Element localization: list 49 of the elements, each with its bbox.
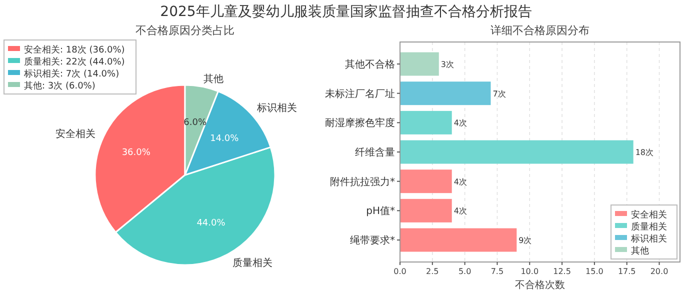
data-label: 14.0% bbox=[210, 134, 240, 144]
x-tick-label: 2.5 bbox=[426, 267, 439, 276]
legend-label: 标识相关 bbox=[630, 234, 667, 244]
x-tick-label: 5.0 bbox=[458, 267, 472, 276]
slice-label: 标识相关 bbox=[256, 102, 298, 114]
text: 标识相关: 7次 (14.0%) bbox=[23, 68, 120, 80]
y-tick-label: 耐湿摩擦色牢度 bbox=[325, 117, 395, 130]
bar bbox=[400, 110, 452, 134]
legend-label: 其他 bbox=[631, 246, 649, 256]
slice-label: 其他 bbox=[204, 72, 224, 85]
x-tick-label: 17.5 bbox=[618, 267, 636, 276]
x-tick-label: 10.0 bbox=[520, 267, 539, 276]
data-label: 18次 bbox=[635, 148, 654, 157]
bar bbox=[400, 82, 491, 106]
x-tick-label: 7.5 bbox=[490, 267, 504, 276]
chart-title: 不合格原因分类占比 bbox=[136, 24, 234, 37]
y-tick-label: 纤维含量 bbox=[355, 146, 395, 158]
data-label: 3次 bbox=[440, 60, 454, 69]
text: 质量相关: 22次 (44.0%) bbox=[24, 56, 125, 68]
slice-label: 安全相关 bbox=[55, 128, 96, 140]
text: 其他: 3次 (6.0%) bbox=[24, 80, 96, 92]
data-label: 36.0% bbox=[122, 148, 151, 158]
y-tick-label: 其他不合格 bbox=[345, 58, 395, 70]
y-tick-label: 附件抗拉强力* bbox=[330, 176, 395, 188]
x-tick-label: 15.0 bbox=[586, 267, 604, 276]
data-label: 4次 bbox=[454, 206, 467, 216]
slice-label: 质量相关 bbox=[232, 256, 273, 269]
x-tick-label: 0.0 bbox=[394, 267, 406, 276]
y-tick-label: 绳带要求* bbox=[350, 234, 395, 246]
data-label: 7次 bbox=[492, 89, 506, 98]
chart-title: 详细不合格原因分布 bbox=[490, 24, 590, 37]
data-label: 4次 bbox=[454, 177, 467, 186]
text: 安全相关: 18次 (36.0%) bbox=[24, 44, 125, 56]
bar bbox=[400, 228, 517, 252]
y-tick-label: 未标注厂名厂址 bbox=[325, 88, 395, 100]
bar bbox=[400, 170, 452, 194]
data-label: 44.0% bbox=[196, 218, 226, 228]
bar bbox=[400, 198, 452, 222]
data-label: 9次 bbox=[518, 236, 532, 245]
y-tick-label: pH值* bbox=[366, 206, 395, 218]
x-axis-title: 不合格次数 bbox=[515, 279, 565, 291]
text: 2025年儿童及婴幼儿服装质量国家监督抽查不合格分析报告 bbox=[160, 4, 532, 20]
bar bbox=[400, 140, 634, 164]
data-label: 4次 bbox=[454, 118, 467, 128]
x-tick-label: 12.5 bbox=[553, 267, 571, 276]
legend-label: 安全相关 bbox=[631, 210, 667, 220]
bar bbox=[400, 52, 439, 76]
legend-label: 质量相关 bbox=[631, 222, 667, 232]
x-tick-label: 20.0 bbox=[650, 267, 668, 276]
